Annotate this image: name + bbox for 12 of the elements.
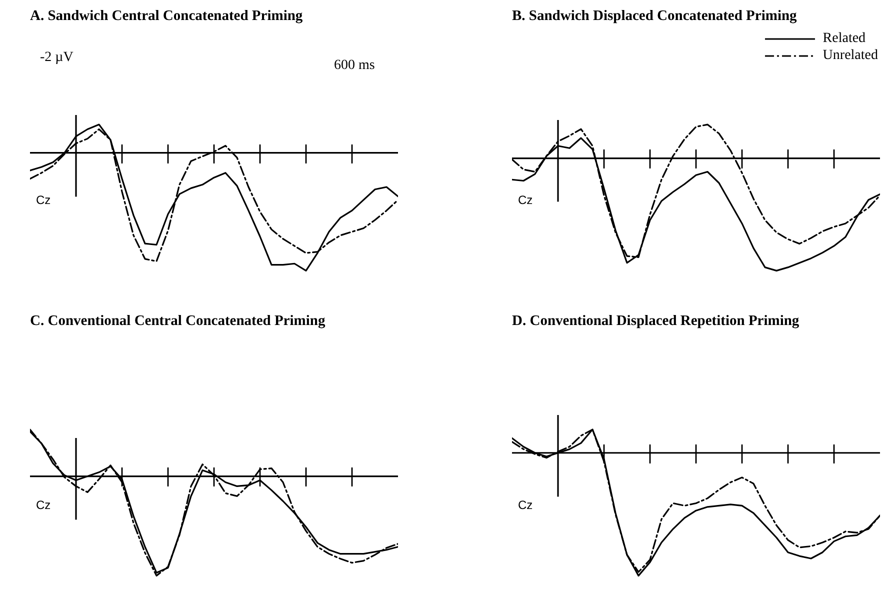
legend-label: Related (822, 30, 866, 47)
text: 600 ms (334, 58, 375, 74)
chart-title: A. Sandwich Central Concatenated Priming (30, 8, 303, 25)
chart-title: B. Sandwich Displaced Concatenated Priming (512, 8, 797, 25)
y-axis-title: Cz (518, 498, 533, 512)
y-axis-title: Cz (36, 193, 51, 207)
chart-title: C. Conventional Central Concatenated Priming (30, 313, 326, 330)
y-axis-title: Cz (36, 498, 51, 512)
text: -2 µV (40, 50, 74, 66)
y-axis-title: Cz (518, 193, 533, 207)
legend-label: Unrelated (822, 47, 878, 64)
chart-title: D. Conventional Displaced Repetition Priming (512, 313, 800, 330)
